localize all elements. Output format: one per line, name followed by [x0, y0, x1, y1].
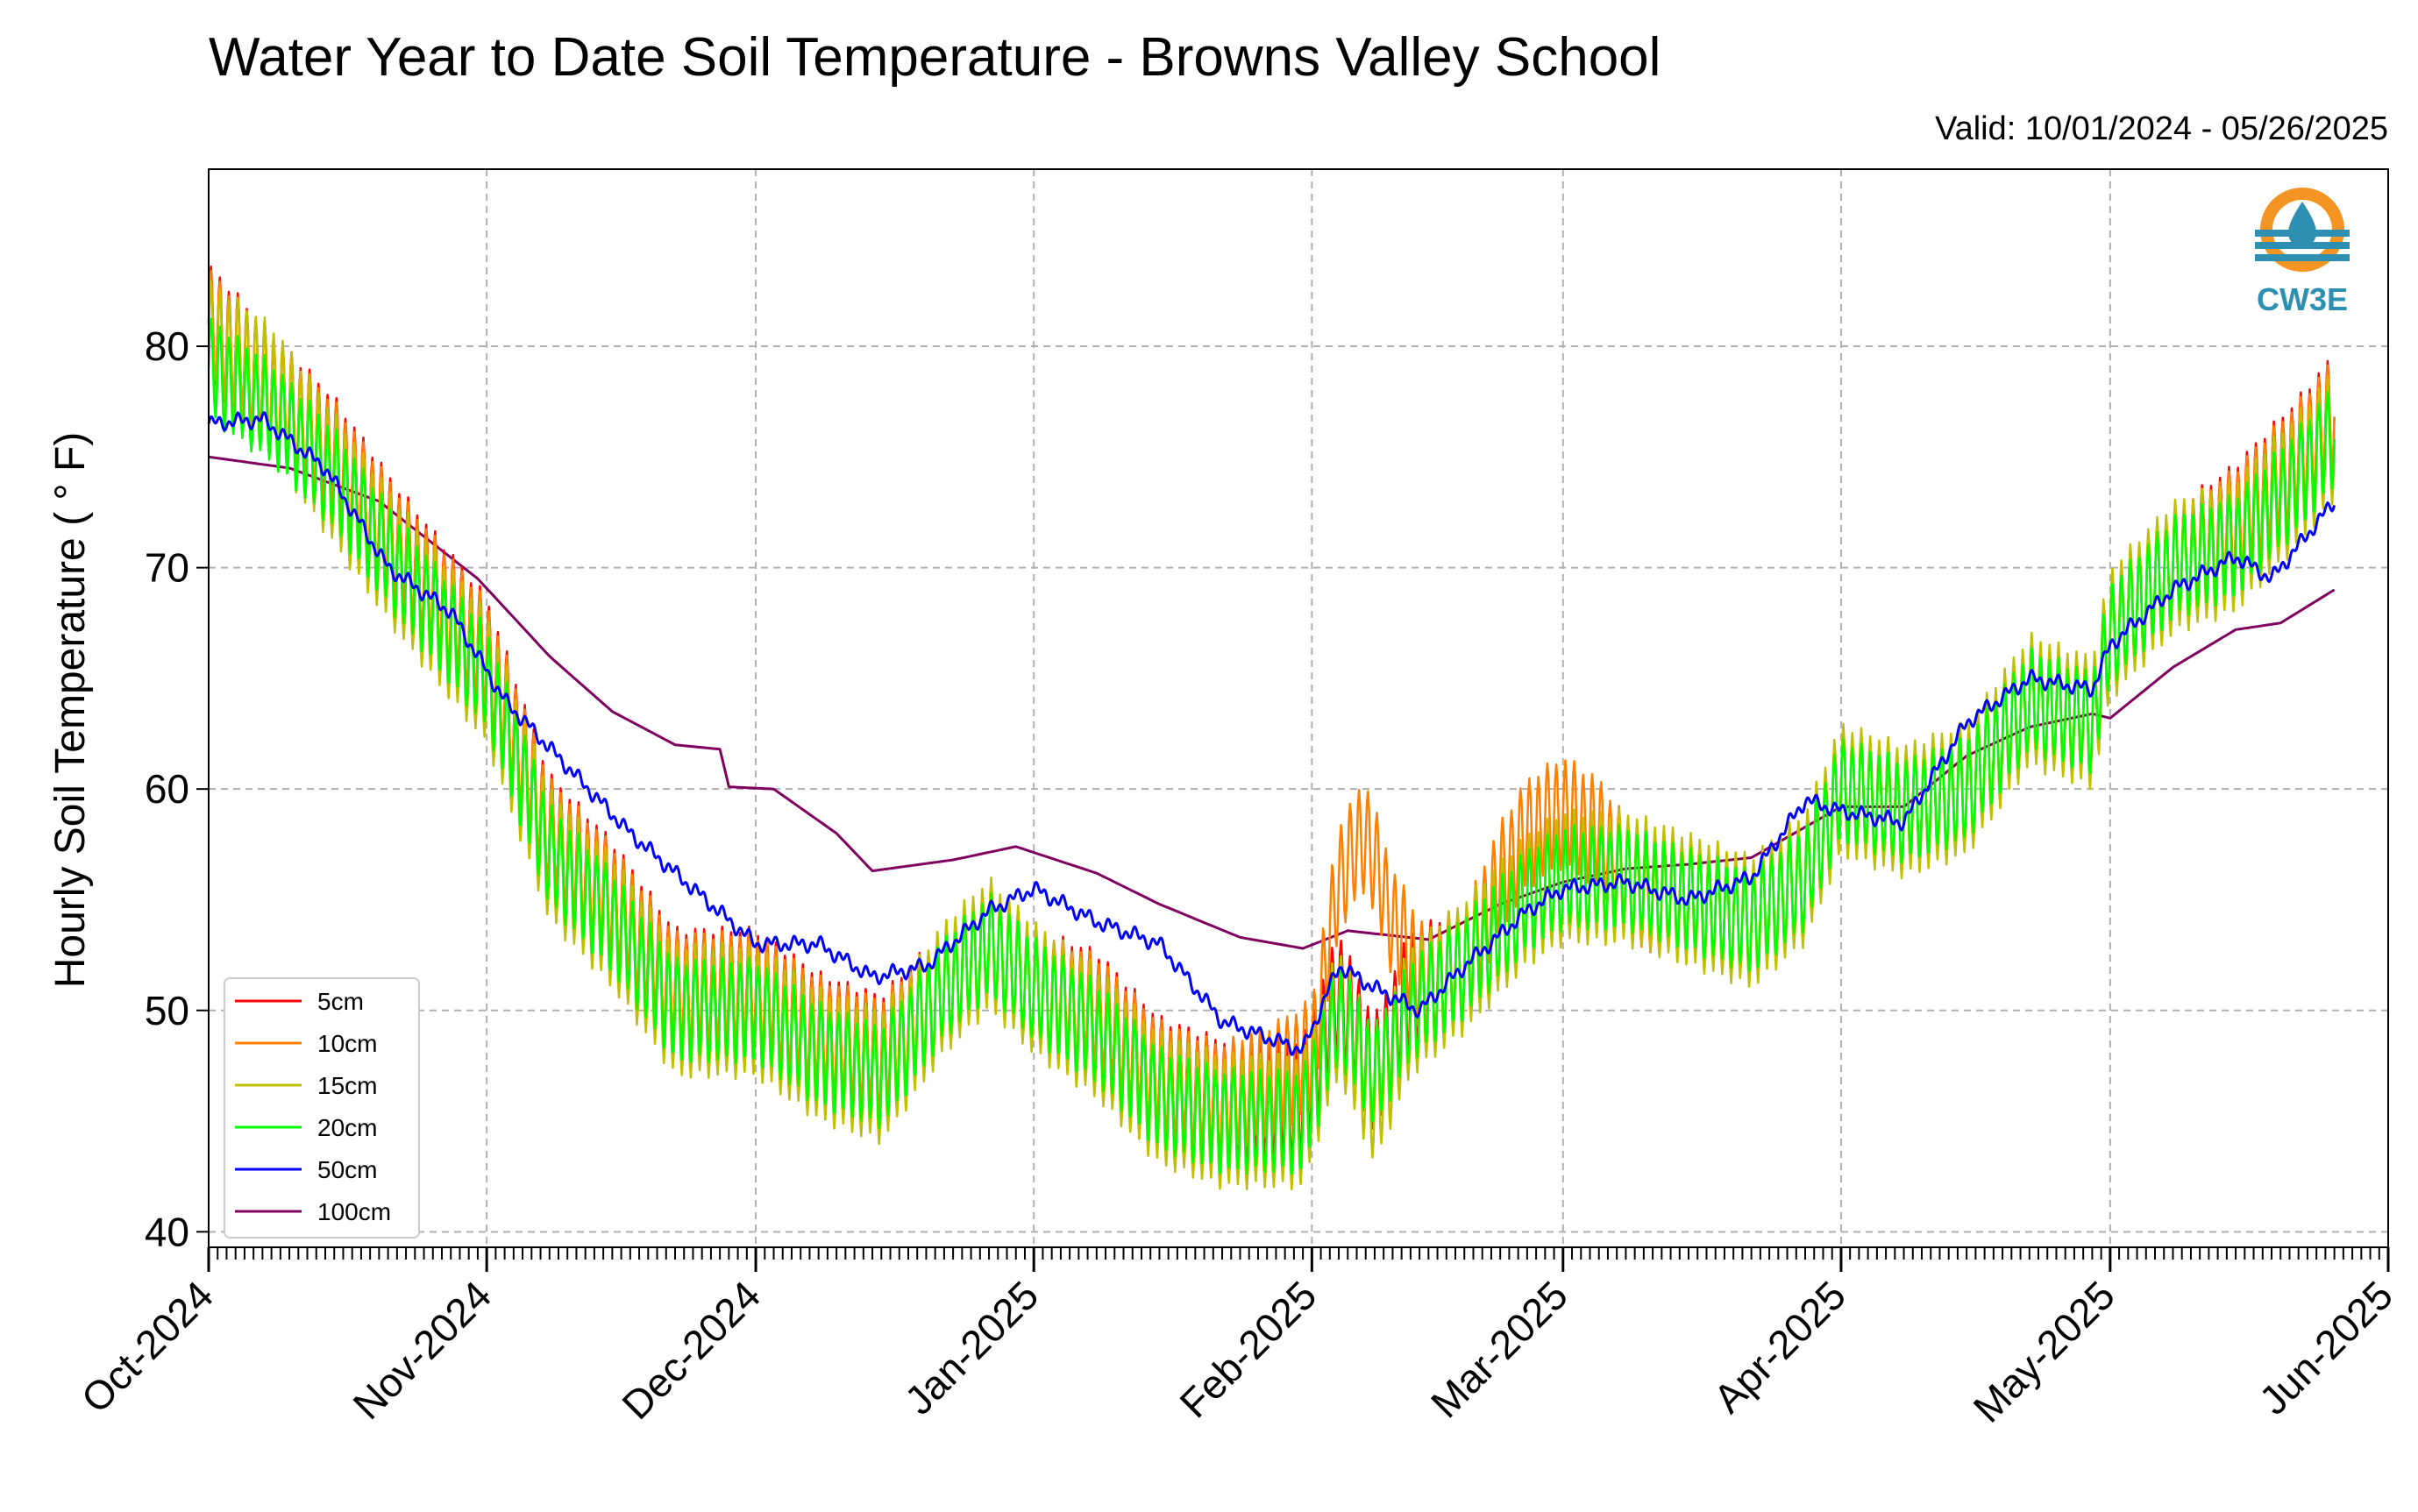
x-tick-label: Jun-2025 — [2251, 1272, 2401, 1423]
logo-text: CW3E — [2257, 281, 2348, 317]
y-axis: 40 50 60 70 80 — [145, 323, 209, 1254]
x-tick-label: Feb-2025 — [1170, 1272, 1325, 1426]
x-tick-label: Mar-2025 — [1422, 1272, 1576, 1426]
y-tick-label: 60 — [145, 766, 189, 812]
y-tick-label: 40 — [145, 1209, 189, 1254]
cw3e-logo: CW3E — [2255, 188, 2350, 317]
x-tick-label: Oct-2024 — [73, 1272, 223, 1422]
y-tick-label: 50 — [145, 988, 189, 1033]
x-axis: Oct-2024 Nov-2024 Dec-2024 Jan-2025 Feb-2025… — [73, 1247, 2401, 1431]
x-tick-label: Dec-2024 — [613, 1272, 769, 1428]
series-lines — [207, 265, 2336, 1191]
legend-label-10cm: 10cm — [317, 1030, 377, 1057]
x-tick-label: Apr-2025 — [1704, 1272, 1854, 1422]
y-tick-label: 80 — [145, 323, 189, 369]
x-tick-label: Nov-2024 — [344, 1272, 500, 1428]
x-tick-label: Jan-2025 — [896, 1272, 1047, 1423]
y-axis-label: Hourly Soil Temperature ( ° F) — [47, 432, 94, 989]
legend-label-100cm: 100cm — [317, 1198, 391, 1225]
x-tick-label: May-2025 — [1965, 1272, 2123, 1430]
chart-title: Water Year to Date Soil Temperature - Br… — [209, 27, 1661, 88]
valid-date-range: Valid: 10/01/2024 - 05/26/2025 — [1935, 110, 2388, 147]
series-line-50cm — [207, 411, 2336, 1056]
plot-frame — [208, 168, 2389, 1248]
legend-label-15cm: 15cm — [317, 1072, 377, 1099]
y-tick-label: 70 — [145, 545, 189, 591]
legend-label-5cm: 5cm — [317, 988, 364, 1015]
legend-label-50cm: 50cm — [317, 1156, 377, 1183]
series-line-20cm — [207, 317, 2336, 1175]
legend-label-20cm: 20cm — [317, 1114, 377, 1141]
legend: 5cm 10cm 15cm 20cm 50cm 100cm — [224, 977, 420, 1239]
